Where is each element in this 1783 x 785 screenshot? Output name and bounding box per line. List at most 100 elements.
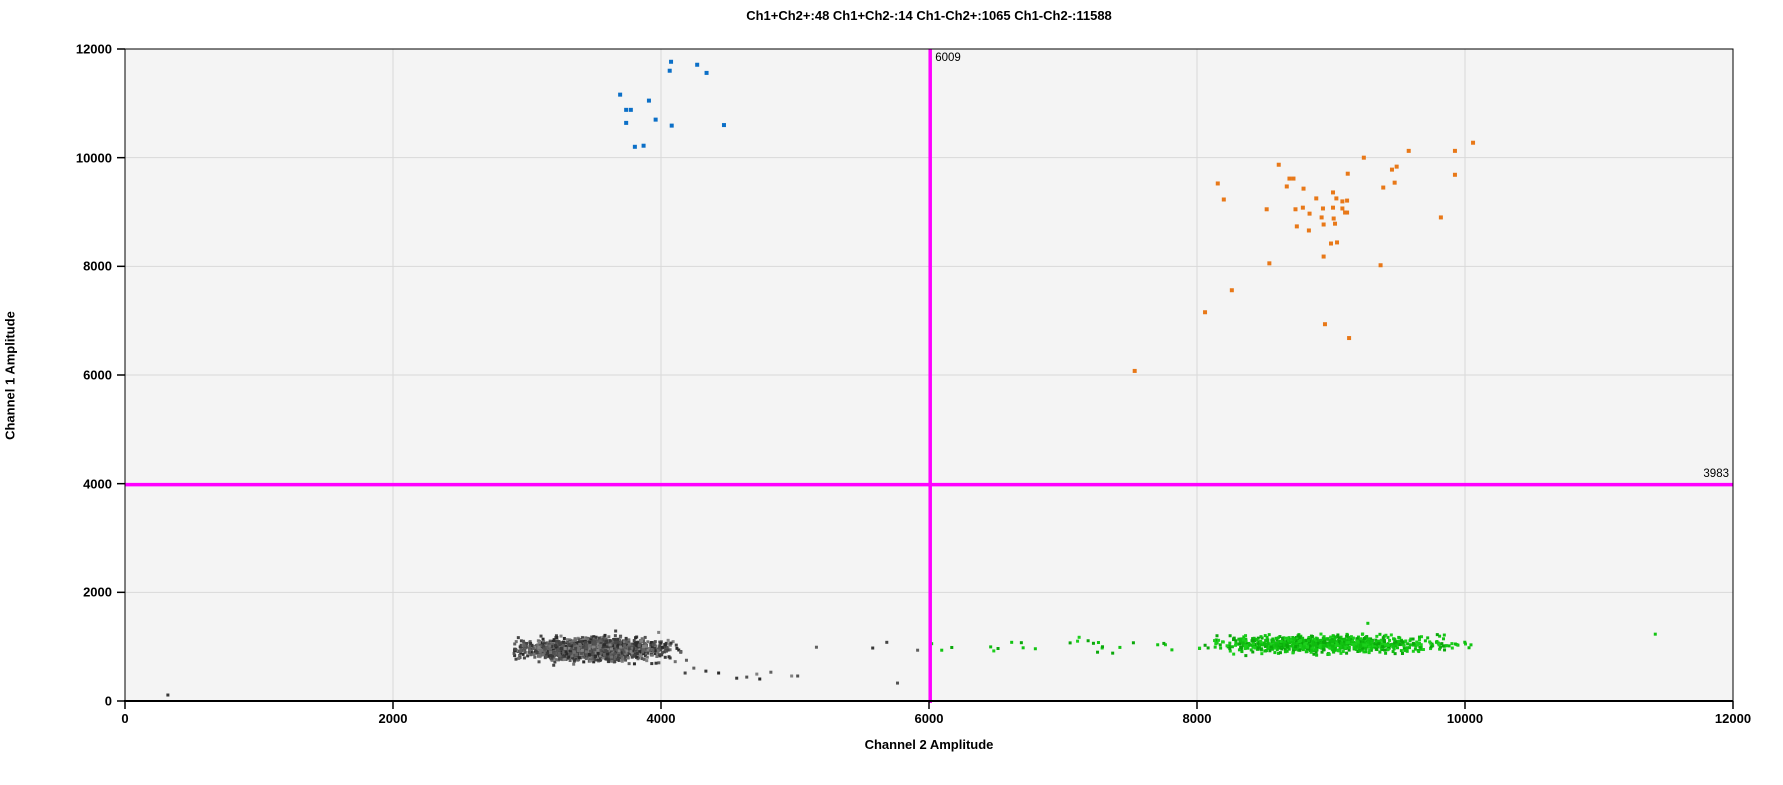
ch1neg-ch2pos-droplets-point <box>1383 640 1387 644</box>
ch1neg-ch2pos-droplets-point <box>1418 645 1422 649</box>
ch1neg-ch2neg-droplets-point <box>541 653 545 657</box>
ch1neg-ch2pos-droplets-point <box>1278 643 1282 647</box>
ch1neg-ch2neg-droplets-point <box>607 660 611 664</box>
ch1neg-ch2neg-droplets-point <box>572 662 576 666</box>
ch1neg-ch2pos-droplets-point <box>1356 635 1360 639</box>
ch1neg-ch2pos-droplets-point <box>1376 645 1380 649</box>
ch1neg-ch2pos-droplets-point <box>1396 646 1400 650</box>
ch1neg-ch2pos-droplets-point <box>1345 641 1349 645</box>
ch1neg-ch2neg-droplets-point <box>587 652 591 656</box>
ch1neg-ch2neg-droplets-point <box>602 644 606 648</box>
ch1neg-ch2neg-droplets-point <box>519 649 523 653</box>
ch1neg-ch2neg-droplets-point <box>671 640 675 644</box>
ch1neg-ch2pos-droplets-point <box>1374 640 1378 644</box>
ch1neg-ch2pos-droplets-point <box>1356 646 1360 650</box>
ch1neg-ch2neg-droplets-point <box>659 648 663 652</box>
ch1neg-ch2pos-droplets-point <box>1443 648 1447 652</box>
ch1neg-ch2pos-droplets-point <box>1214 641 1218 645</box>
ch1neg-ch2pos-droplets-point <box>1363 641 1367 645</box>
ch1pos-ch2pos-droplets-point <box>1321 222 1326 227</box>
ch1neg-ch2pos-droplets-point <box>1416 643 1420 647</box>
ch1neg-ch2neg-droplets-point <box>590 635 594 639</box>
ch1neg-ch2neg-droplets-point <box>539 634 543 638</box>
ch1neg-ch2neg-droplets-point <box>623 644 627 648</box>
ch1neg-ch2pos-droplets-point <box>1405 649 1409 653</box>
ch1neg-ch2neg-droplets-point <box>568 649 572 653</box>
ch1neg-ch2pos-droplets-point <box>1325 641 1329 645</box>
ch1neg-ch2neg-droplets-point <box>616 637 620 641</box>
ch1neg-ch2pos-droplets-point <box>1386 642 1390 646</box>
ch1neg-ch2pos-droplets-point <box>1263 634 1267 638</box>
ch1neg-ch2neg-droplets-point <box>588 640 592 644</box>
ch1neg-ch2pos-droplets-point <box>1273 646 1277 650</box>
ch1neg-ch2neg-droplets-point <box>579 651 583 655</box>
ch1neg-ch2pos-droplets-point <box>1441 637 1445 641</box>
ch1pos-ch2pos-droplets-point <box>1276 162 1281 167</box>
ch1neg-ch2pos-droplets-point <box>1156 643 1160 647</box>
ch1neg-ch2neg-droplets-point <box>580 648 584 652</box>
ch1neg-ch2pos-droplets-point <box>1337 649 1341 653</box>
ch1neg-ch2pos-droplets-point <box>1419 647 1423 651</box>
ch1neg-ch2neg-droplets-point <box>554 658 558 662</box>
ch1neg-ch2pos-droplets-point <box>1228 647 1232 651</box>
ch1neg-ch2neg-droplets-point <box>527 646 531 650</box>
ch1neg-ch2pos-droplets-point <box>1276 646 1280 650</box>
ch1neg-ch2neg-droplets-point <box>637 644 641 648</box>
ch1neg-ch2neg-droplets-point <box>539 648 543 652</box>
ch1neg-ch2neg-droplets-point <box>604 657 608 661</box>
ch1neg-ch2neg-droplets-point <box>625 654 629 658</box>
ch1neg-ch2neg-droplets-point <box>575 644 579 648</box>
ch1neg-ch2pos-droplets-point <box>1417 650 1421 654</box>
ch1neg-ch2neg-droplets-point <box>585 646 589 650</box>
ch1neg-ch2pos-droplets-point <box>1408 646 1412 650</box>
ch1pos-ch2pos-droplets-point <box>1334 196 1339 201</box>
ch1pos-ch2neg-droplets-point <box>646 98 651 103</box>
ch1neg-ch2pos-droplets-point <box>1358 642 1362 646</box>
ch1neg-ch2neg-droplets-point <box>663 650 667 654</box>
ch1neg-ch2neg-droplets-point <box>593 654 597 658</box>
ch1pos-ch2neg-droplets-point <box>721 123 726 128</box>
ch1neg-ch2neg-droplets-point <box>596 651 600 655</box>
ch1neg-ch2neg-droplets-point <box>584 650 588 654</box>
ch1neg-ch2neg-droplets-point <box>614 629 618 633</box>
ch1neg-ch2pos-droplets-point <box>1298 643 1302 647</box>
ch1neg-ch2neg-droplets-point <box>550 644 554 648</box>
ch1neg-ch2neg-droplets-point <box>592 660 596 664</box>
ch1neg-ch2neg-droplets-point <box>641 650 645 654</box>
ch1neg-ch2neg-droplets-point <box>529 642 533 646</box>
ch1neg-ch2neg-droplets-point <box>620 654 624 658</box>
ch1neg-ch2neg-droplets-point <box>549 650 553 654</box>
ch1neg-ch2pos-droplets-point <box>1328 646 1332 650</box>
ch1neg-ch2pos-droplets-point <box>1274 636 1278 640</box>
ch1neg-ch2neg-droplets-point <box>735 676 739 680</box>
ch1neg-ch2pos-droplets-point <box>1345 651 1349 655</box>
ch1neg-ch2pos-droplets-point <box>1302 645 1306 649</box>
ch1neg-ch2neg-droplets-point <box>611 650 615 654</box>
ch1neg-ch2pos-droplets-point <box>1328 643 1332 647</box>
ch1pos-ch2neg-droplets-point <box>667 68 672 73</box>
ch1neg-ch2pos-droplets-point <box>1417 635 1421 639</box>
ch1neg-ch2pos-droplets-point <box>1118 645 1122 649</box>
ch1neg-ch2neg-droplets-point <box>551 654 555 658</box>
ch1neg-ch2pos-droplets-point <box>1391 650 1395 654</box>
ch1neg-ch2pos-droplets-point <box>1355 639 1359 643</box>
ch1neg-ch2pos-droplets-point <box>1295 638 1299 642</box>
ch1neg-ch2pos-droplets-point <box>1321 645 1325 649</box>
ch1neg-ch2pos-droplets-point <box>1421 647 1425 651</box>
ch1neg-ch2pos-droplets-point <box>1373 643 1377 647</box>
ch1pos-ch2pos-droplets-point <box>1320 206 1325 211</box>
ch1pos-ch2neg-droplets-point <box>669 59 674 64</box>
ch1neg-ch2neg-droplets-point <box>617 656 621 660</box>
ch1pos-ch2pos-droplets-point <box>1291 176 1296 181</box>
ch1neg-ch2neg-droplets-point <box>641 639 645 643</box>
ch1neg-ch2pos-droplets-point <box>1240 650 1244 654</box>
ch1neg-ch2pos-droplets-point <box>1384 651 1388 655</box>
ch1neg-ch2pos-droplets-point <box>1337 636 1341 640</box>
ch1neg-ch2pos-droplets-point <box>1374 647 1378 651</box>
ch1neg-ch2pos-droplets-point <box>1358 649 1362 653</box>
ch1neg-ch2pos-droplets-point <box>1334 643 1338 647</box>
ch1neg-ch2neg-droplets-point <box>537 660 541 664</box>
ch1pos-ch2pos-droplets-point <box>1321 254 1326 259</box>
ch1pos-ch2neg-droplets-point <box>628 107 633 112</box>
